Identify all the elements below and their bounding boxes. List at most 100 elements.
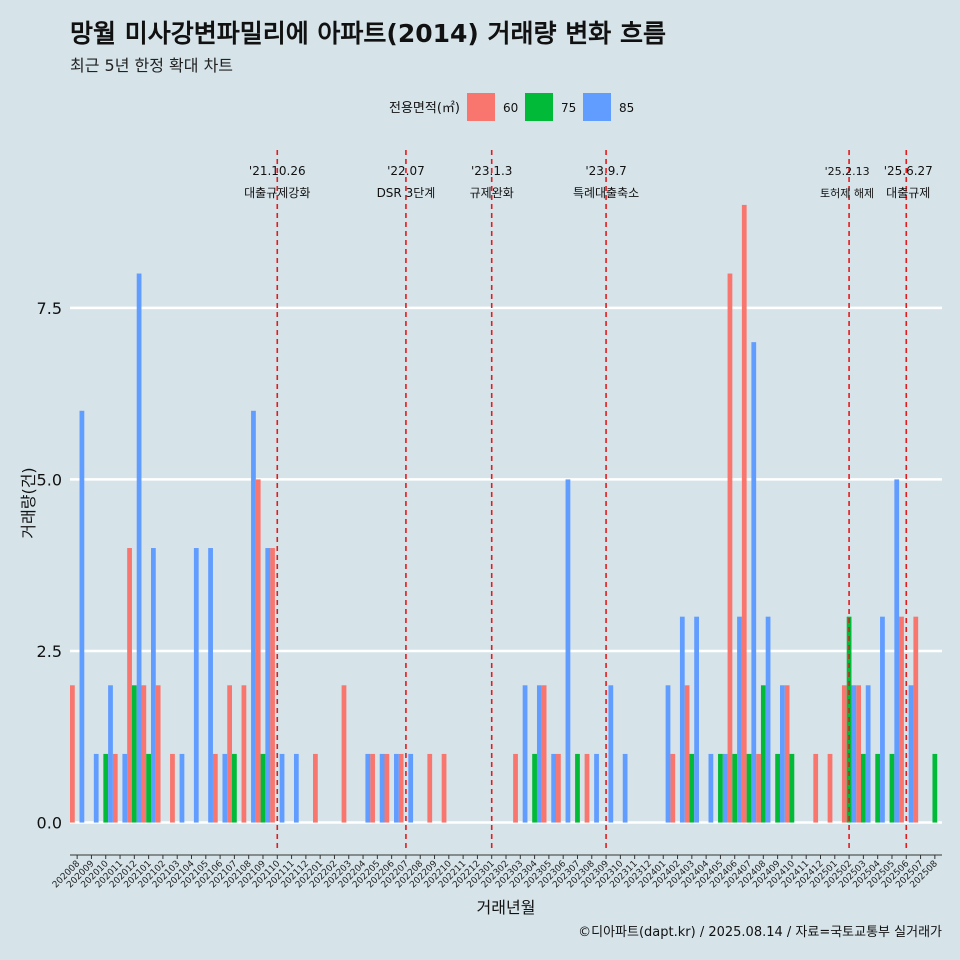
bar-85-202204: [365, 753, 371, 823]
chart-subtitle: 최근 5년 한정 확대 차트: [70, 56, 234, 75]
bar-60-202205: [370, 753, 375, 823]
bar-85-202010: [108, 685, 113, 823]
bar-75-202504: [875, 753, 881, 823]
bar-60-202012: [127, 548, 132, 823]
y-tick-label: 7.5: [37, 299, 62, 318]
y-axis-title: 거래량(건): [19, 467, 38, 538]
bar-85-202110: [279, 753, 285, 823]
gridlines: [70, 306, 942, 824]
bar-85-202304: [536, 685, 542, 823]
bar-85-202306: [565, 479, 571, 823]
bar-85-202404: [708, 753, 714, 823]
source-caption: ©디아파트(dapt.kr) / 2025.08.14 / 자료=국토교통부 실…: [578, 925, 942, 940]
legend: 전용면적(㎡) 60 75 85: [389, 93, 634, 121]
bar-60-202406: [727, 273, 733, 823]
x-axis-title: 거래년월: [477, 898, 536, 917]
bar-85-202402: [679, 616, 685, 823]
bars: [70, 204, 938, 823]
bar-85-202206: [394, 753, 399, 823]
bar-75-202010: [103, 753, 109, 823]
legend-label-75: 75: [561, 101, 576, 115]
event-lines: '21.10.26 대출규제강화 '22.07 DSR 3단계 '23.1.3 규제완화 '…: [244, 150, 933, 850]
bar-60-202506: [899, 616, 904, 823]
bar-85-202103: [179, 753, 185, 823]
event-label: 토허제 해제: [820, 186, 874, 200]
bar-60-202106: [212, 753, 218, 823]
bar-75-202307: [575, 753, 580, 823]
y-tick-label: 2.5: [37, 642, 62, 661]
bar-75-202408: [760, 685, 766, 823]
event-date: '25.2.13: [825, 165, 870, 178]
bar-85-202401: [665, 685, 671, 823]
bar-60-202306: [556, 753, 561, 823]
bar-85-202403: [694, 616, 699, 823]
bar-60-202201: [313, 753, 318, 823]
x-axis: 2020082020092020102020112020122021012021…: [51, 854, 942, 890]
bar-60-202008: [70, 685, 75, 823]
bar-75-202409: [775, 753, 780, 823]
bar-60-202107: [227, 685, 233, 823]
bar-60-202308: [584, 753, 590, 823]
bar-60-202303: [513, 753, 518, 823]
bar-85-202111: [293, 753, 299, 823]
bar-60-202110: [270, 548, 275, 823]
bar-85-202207: [408, 753, 414, 823]
bar-85-202406: [737, 616, 742, 823]
bar-85-202409: [779, 685, 785, 823]
bar-85-202106: [222, 753, 228, 823]
bar-60-202305: [541, 685, 547, 823]
bar-60-202402: [670, 753, 676, 823]
y-tick-label: 5.0: [37, 470, 62, 489]
bar-75-202101: [146, 753, 152, 823]
bar-85-202503: [865, 685, 871, 823]
legend-label-60: 60: [503, 101, 518, 115]
bar-75-202505: [889, 753, 895, 823]
bar-75-202012: [131, 685, 137, 823]
y-tick-label: 0.0: [37, 814, 62, 833]
event-label: 대출규제강화: [244, 186, 310, 200]
bar-85-202310: [622, 753, 628, 823]
bar-85-202101: [151, 548, 156, 823]
bar-60-202407: [741, 204, 747, 823]
bar-60-202102: [155, 685, 161, 823]
bar-85-202408: [765, 616, 771, 823]
bar-60-202103: [170, 753, 175, 823]
event-label: 대출규제: [886, 186, 930, 200]
event-date: '22.07: [387, 164, 425, 178]
bar-85-202109: [265, 548, 271, 823]
bar-60-202206: [384, 753, 390, 823]
legend-swatch-85: [583, 93, 611, 121]
bar-85-202009: [93, 753, 99, 823]
bar-60-202403: [684, 685, 690, 823]
bar-75-202304: [532, 753, 537, 823]
bar-75-202410: [789, 753, 795, 823]
bar-85-202308: [594, 753, 599, 823]
legend-swatch-60: [467, 93, 495, 121]
event-label: 규제완화: [470, 186, 514, 200]
bar-75-202503: [860, 753, 866, 823]
bar-75-202403: [689, 753, 695, 823]
chart-title: 망월 미사강변파밀리에 아파트(2014) 거래량 변화 흐름: [70, 19, 666, 48]
bar-60-202207: [398, 753, 404, 823]
bar-60-202203: [341, 685, 347, 823]
bar-85-202506: [908, 685, 914, 823]
bar-85-202502: [851, 685, 857, 823]
bar-60-202101: [141, 685, 147, 823]
bar-85-202407: [751, 342, 757, 823]
bar-60-202503: [856, 685, 861, 823]
bar-85-202309: [608, 685, 614, 823]
legend-label-85: 85: [619, 101, 634, 115]
bar-85-202108: [251, 410, 256, 823]
bar-85-202505: [894, 479, 900, 823]
bar-85-202405: [722, 753, 728, 823]
bar-75-202406: [732, 753, 738, 823]
bar-75-202407: [746, 753, 752, 823]
bar-60-202507: [913, 616, 919, 823]
bar-60-202502: [841, 685, 847, 823]
bar-85-202012: [136, 273, 142, 823]
bar-75-202405: [718, 753, 723, 823]
bar-85-202105: [208, 548, 213, 823]
event-date: '23.9.7: [585, 164, 626, 178]
bar-85-202011: [122, 753, 128, 823]
